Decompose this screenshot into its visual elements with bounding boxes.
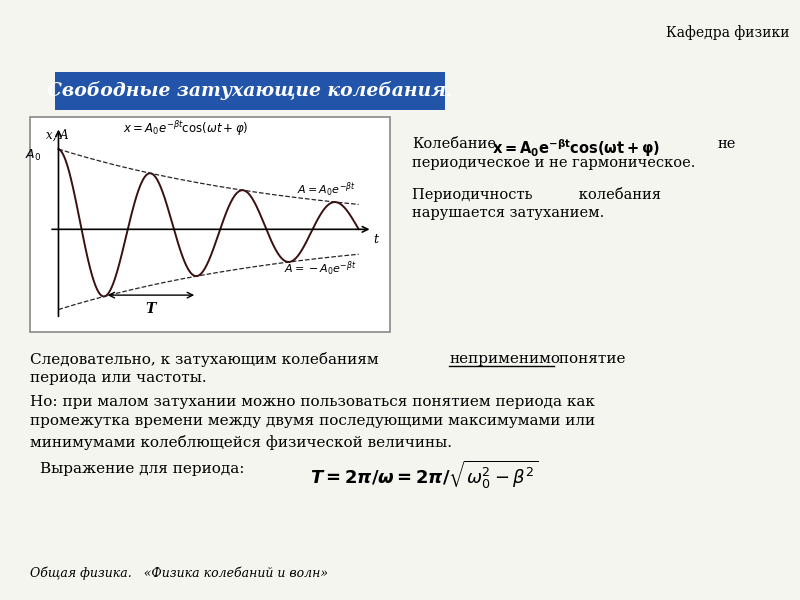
Text: Выражение для периода:: Выражение для периода:	[40, 462, 245, 476]
Text: периодическое и не гармоническое.: периодическое и не гармоническое.	[412, 156, 695, 170]
Text: T: T	[146, 302, 156, 316]
Text: Колебание: Колебание	[412, 137, 496, 151]
Text: нарушается затуханием.: нарушается затуханием.	[412, 206, 604, 220]
Text: $A = -A_0 e^{-\beta t}$: $A = -A_0 e^{-\beta t}$	[284, 260, 356, 278]
Text: неприменимо: неприменимо	[449, 352, 560, 366]
Text: $x = A_0 e^{-\beta t} \cos(\omega t + \varphi)$: $x = A_0 e^{-\beta t} \cos(\omega t + \v…	[123, 120, 249, 139]
Text: $\boldsymbol{T = 2\pi/\omega = 2\pi/\sqrt{\omega_0^2 - \beta^2}}$: $\boldsymbol{T = 2\pi/\omega = 2\pi/\sqr…	[310, 459, 538, 491]
Text: понятие: понятие	[554, 352, 626, 366]
FancyBboxPatch shape	[30, 117, 390, 332]
Text: t: t	[374, 233, 378, 247]
Text: периода или частоты.: периода или частоты.	[30, 371, 206, 385]
Text: $\mathbf{x = A_0 e^{-\beta t} cos(\omega t + \varphi)}$: $\mathbf{x = A_0 e^{-\beta t} cos(\omega…	[492, 137, 660, 158]
FancyBboxPatch shape	[55, 72, 445, 110]
Text: Свободные затухающие колебания.: Свободные затухающие колебания.	[47, 82, 453, 100]
Text: Кафедра физики: Кафедра физики	[666, 25, 790, 40]
Text: x, A: x, A	[46, 129, 68, 142]
Text: $A = A_0 e^{-\beta t}$: $A = A_0 e^{-\beta t}$	[298, 181, 356, 199]
Text: Но: при малом затухании можно пользоваться понятием периода как
промежутка време: Но: при малом затухании можно пользовать…	[30, 395, 595, 449]
Text: Общая физика.   «Физика колебаний и волн»: Общая физика. «Физика колебаний и волн»	[30, 566, 328, 580]
Text: $A_0$: $A_0$	[25, 148, 41, 163]
Text: Периодичность          колебания: Периодичность колебания	[412, 187, 661, 202]
Text: не: не	[718, 137, 736, 151]
Text: Следовательно, к затухающим колебаниям: Следовательно, к затухающим колебаниям	[30, 352, 383, 367]
